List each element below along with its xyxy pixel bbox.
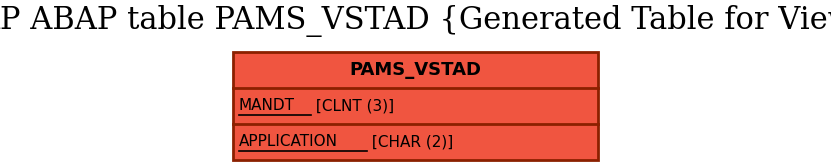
Bar [233,52,598,160]
Text: [CLNT (3)]: [CLNT (3)] [312,99,395,114]
Text: SAP ABAP table PAMS_VSTAD {Generated Table for View}: SAP ABAP table PAMS_VSTAD {Generated Tab… [0,5,831,37]
Text: [CHAR (2)]: [CHAR (2)] [366,134,453,149]
Text: MANDT: MANDT [239,99,295,114]
Text: PAMS_VSTAD: PAMS_VSTAD [350,61,481,79]
Text: APPLICATION: APPLICATION [239,134,338,149]
